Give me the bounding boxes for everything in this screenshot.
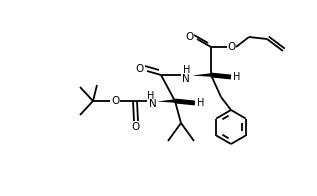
Text: H: H xyxy=(147,91,155,101)
Polygon shape xyxy=(192,73,211,77)
Text: H: H xyxy=(197,98,205,108)
Text: O: O xyxy=(111,96,119,106)
Text: O: O xyxy=(227,42,235,52)
Text: O: O xyxy=(132,122,140,132)
Polygon shape xyxy=(157,99,175,103)
Text: O: O xyxy=(186,32,194,42)
Text: O: O xyxy=(136,64,144,74)
Text: N: N xyxy=(149,99,157,109)
Text: H: H xyxy=(183,65,191,75)
Text: H: H xyxy=(233,72,241,82)
Text: N: N xyxy=(182,74,190,84)
